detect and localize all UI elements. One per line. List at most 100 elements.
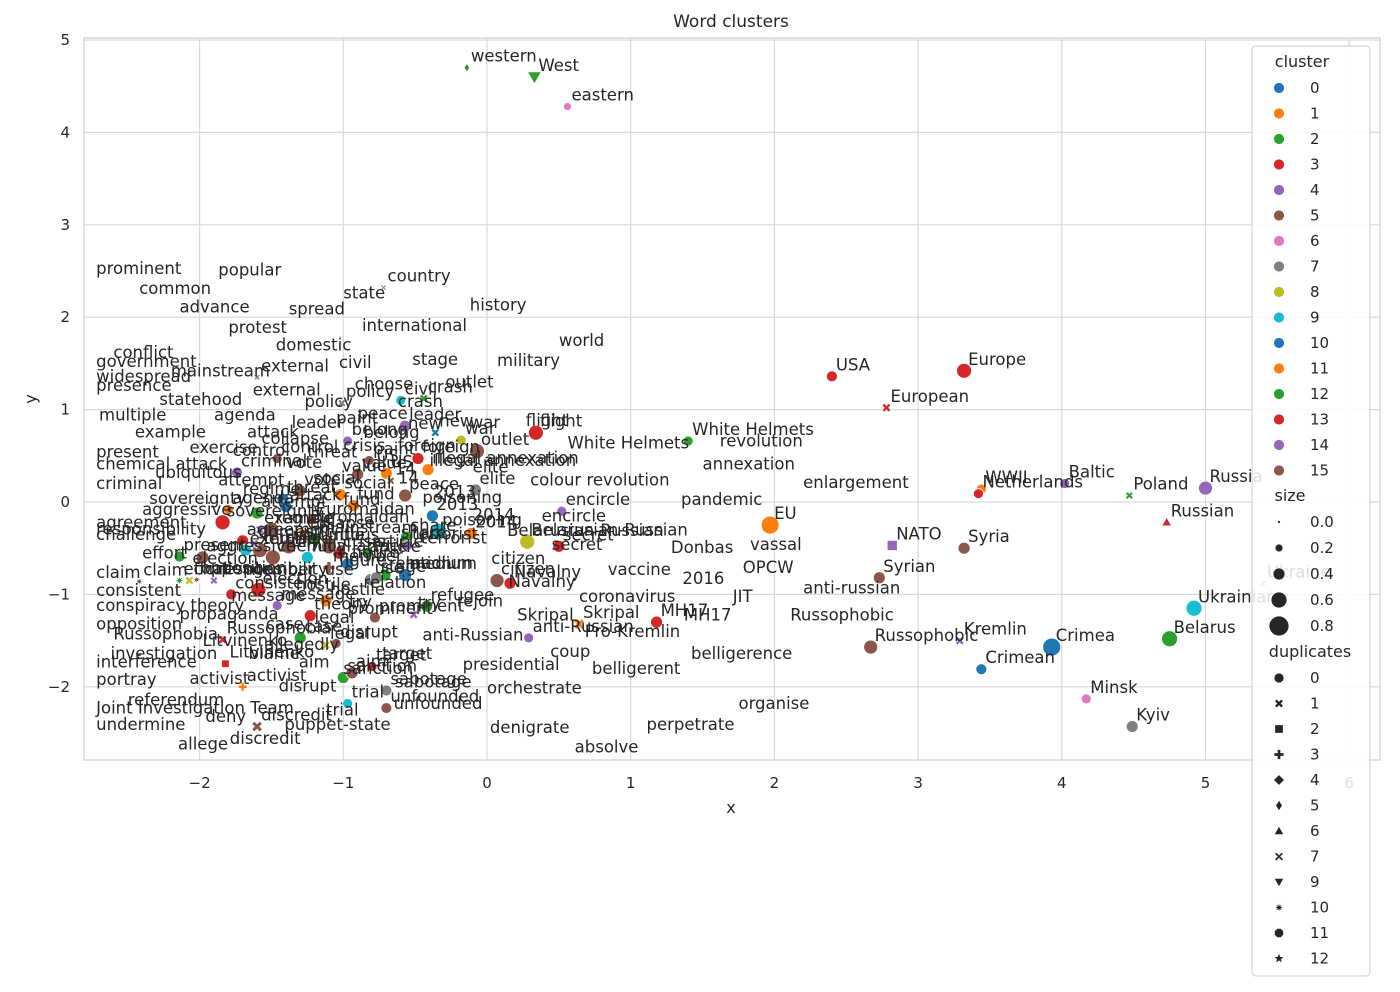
word-label: case — [304, 617, 342, 636]
word-label: sovereignty — [149, 489, 246, 508]
y-tick-label: 0 — [60, 493, 70, 511]
legend-title-size: size — [1274, 486, 1305, 505]
word-label: portray — [96, 670, 157, 689]
word-label: article — [372, 532, 424, 551]
point-belarusian-russian — [519, 533, 536, 550]
legend-swatch-duplicates — [1272, 900, 1286, 915]
legend-swatch-cluster — [1273, 133, 1285, 145]
word-label: threat — [307, 443, 358, 462]
word-label: criminal — [241, 451, 307, 470]
word-label: puppet-state — [284, 715, 390, 734]
word-label: stage — [380, 557, 426, 576]
point-russophobia — [217, 634, 228, 645]
word-label: message — [231, 586, 305, 605]
word-label: article — [369, 537, 421, 556]
word-label: Pro-Kremlin — [585, 622, 681, 641]
word-label: Syrian — [883, 557, 935, 576]
word-label: policy — [305, 392, 354, 411]
point-nato — [886, 539, 898, 551]
legend-swatch-cluster — [1273, 82, 1285, 94]
point-sabotage — [380, 684, 393, 697]
point-new — [430, 427, 441, 438]
legend-entry-duplicates: 1 — [1310, 695, 1320, 713]
word-label: refugee — [431, 585, 495, 604]
point-control — [271, 453, 283, 464]
word-label: belligerence — [691, 644, 792, 663]
legend-swatch-size — [1270, 591, 1288, 609]
word-label: legal — [315, 608, 355, 627]
word-label: Navalny — [514, 562, 581, 581]
x-tick-label: 0 — [482, 774, 492, 792]
word-label: present — [183, 536, 246, 555]
point-article — [361, 546, 374, 559]
point-figure — [341, 557, 355, 571]
point-fully — [300, 551, 314, 564]
word-label: trial — [352, 682, 385, 701]
legend-swatch-cluster — [1273, 209, 1285, 222]
word-label: choose — [355, 374, 413, 393]
word-label: 14 — [395, 460, 416, 479]
legend-swatch-duplicates — [1273, 877, 1285, 888]
point-litvinenko — [221, 659, 230, 668]
word-label: attack — [247, 422, 299, 441]
word-label: regime — [275, 509, 333, 528]
x-tick-label: 1 — [626, 774, 636, 792]
point-civil — [395, 394, 407, 406]
word-label: disrupt — [340, 622, 398, 641]
point-hostile — [319, 594, 333, 608]
word-label: vote — [304, 470, 340, 489]
legend-box — [1251, 45, 1371, 977]
word-label: poisoning — [422, 488, 502, 507]
word-label: Belarusian-Russian — [531, 521, 688, 540]
word-label: effort — [142, 543, 187, 562]
word-label: leader — [292, 413, 344, 432]
word-label: value — [362, 453, 407, 472]
word-label: consistent — [96, 581, 181, 600]
point-skripal — [573, 618, 585, 630]
word-label: referendum — [128, 690, 225, 709]
word-label: leader — [409, 405, 461, 424]
word-label: Belarusian-Russian — [507, 521, 664, 540]
word-label: present — [96, 443, 159, 462]
x-tick-label: −1 — [332, 774, 354, 792]
word-label: investigation — [111, 644, 218, 663]
word-label: Euromaidan — [316, 499, 415, 518]
point-rule — [321, 538, 337, 555]
word-label: exercise — [250, 529, 318, 548]
point-terrorist — [402, 540, 414, 551]
word-label: fund — [343, 490, 380, 509]
word-label: chemical attack — [96, 455, 228, 474]
legend-entry-cluster: 11 — [1310, 360, 1329, 378]
word-label: criminal — [96, 474, 162, 493]
word-label: collapse — [307, 513, 375, 532]
point-election — [250, 581, 267, 598]
word-label: history — [470, 296, 527, 315]
legend-swatch-cluster — [1273, 464, 1285, 477]
word-labels: western West eastern country USA Europe Europe… — [95, 47, 1331, 757]
legend-swatch-duplicates — [1275, 799, 1283, 812]
word-label: claim — [96, 563, 140, 582]
word-label: statehood — [159, 390, 242, 409]
word-label: case — [266, 615, 304, 634]
legend-entry-cluster: 13 — [1310, 411, 1329, 429]
word-label: prominent — [96, 259, 182, 278]
point-ubiquitous — [280, 538, 297, 555]
word-label: Donbas — [671, 538, 733, 557]
word-label: rejoin — [457, 591, 503, 610]
point-aim — [345, 666, 359, 680]
legend-entry-duplicates: 12 — [1310, 950, 1329, 968]
word-label: exercise — [190, 438, 258, 457]
point-attack — [279, 500, 293, 514]
point-white-helmets — [682, 435, 694, 447]
y-tick-label: 5 — [60, 31, 70, 49]
legend-entry-duplicates: 5 — [1310, 797, 1320, 815]
word-label: relation — [363, 573, 426, 592]
word-label: enlargement — [803, 473, 909, 492]
word-label: widespread — [96, 367, 191, 386]
point-illegal-annexation — [421, 463, 435, 477]
word-label: medium — [405, 554, 473, 573]
word-label: figure — [352, 543, 400, 562]
word-label: West — [538, 56, 579, 75]
word-label: member — [333, 547, 403, 566]
word-label: collapse — [261, 429, 329, 448]
